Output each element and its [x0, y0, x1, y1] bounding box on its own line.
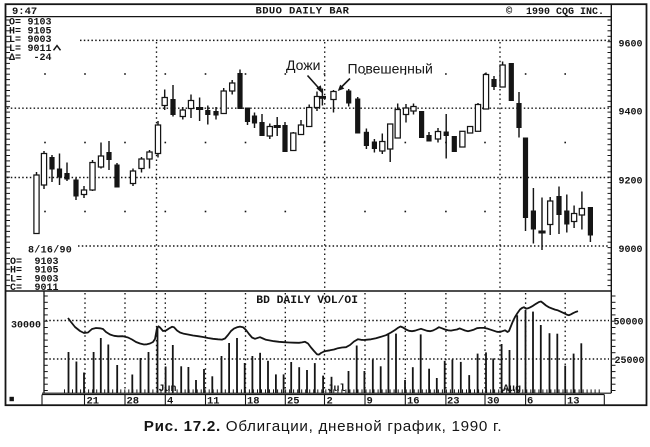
svg-text:11: 11 — [207, 396, 220, 408]
svg-text:H=: H= — [10, 266, 22, 277]
svg-text:Jun: Jun — [159, 384, 177, 395]
svg-text:9103: 9103 — [34, 257, 58, 268]
svg-text:L=: L= — [10, 274, 22, 285]
svg-text:9400: 9400 — [619, 107, 643, 118]
svg-text:30000: 30000 — [11, 320, 41, 331]
svg-text:O=: O= — [10, 257, 22, 268]
svg-text:L=: L= — [9, 44, 21, 55]
svg-text:16: 16 — [407, 396, 420, 408]
svg-text:9011: 9011 — [27, 44, 51, 55]
svg-text:13: 13 — [567, 396, 580, 408]
svg-text:25000: 25000 — [615, 356, 645, 367]
svg-text:30: 30 — [487, 396, 500, 408]
svg-text:C=: C= — [10, 283, 22, 294]
svg-text:Aug: Aug — [503, 384, 521, 395]
svg-text:BD DAILY VOL/OI: BD DAILY VOL/OI — [256, 295, 358, 307]
svg-text:©: © — [506, 6, 513, 18]
svg-text:-24: -24 — [33, 53, 51, 64]
svg-text:9000: 9000 — [619, 245, 643, 256]
svg-text:25: 25 — [287, 396, 300, 408]
svg-text:Δ=: Δ= — [9, 53, 21, 64]
svg-text:9600: 9600 — [619, 40, 643, 51]
svg-text:Рис. 17.2. Облигации, дневной: Рис. 17.2. Облигации, дневной график, 19… — [144, 418, 503, 435]
svg-text:9200: 9200 — [619, 177, 643, 188]
svg-text:9003: 9003 — [34, 274, 58, 285]
svg-text:O=: O= — [9, 18, 21, 29]
svg-text:50000: 50000 — [614, 318, 644, 329]
svg-text:9103: 9103 — [27, 18, 51, 29]
svg-text:BDUO DAILY BAR: BDUO DAILY BAR — [256, 6, 350, 18]
svg-text:Jul: Jul — [328, 383, 346, 395]
svg-text:9: 9 — [367, 396, 373, 408]
svg-text:21: 21 — [87, 396, 100, 408]
svg-text:Повешенный: Повешенный — [348, 61, 433, 77]
svg-text:2: 2 — [327, 396, 333, 408]
svg-text:23: 23 — [447, 396, 460, 408]
svg-text:9011: 9011 — [34, 283, 58, 294]
svg-text:Дожи: Дожи — [286, 57, 320, 73]
svg-text:9:47: 9:47 — [12, 6, 37, 18]
svg-text:9003: 9003 — [27, 35, 51, 46]
svg-text:4: 4 — [167, 396, 173, 408]
svg-text:H=: H= — [9, 26, 21, 37]
svg-text:9105: 9105 — [34, 266, 58, 277]
svg-text:1990 CQG INC.: 1990 CQG INC. — [526, 7, 604, 18]
svg-text:28: 28 — [127, 396, 140, 408]
svg-text:L=: L= — [9, 35, 21, 46]
svg-text:18: 18 — [247, 396, 260, 408]
svg-text:8/16/90: 8/16/90 — [28, 245, 72, 257]
svg-text:6: 6 — [527, 396, 533, 408]
svg-text:9105: 9105 — [27, 26, 51, 37]
